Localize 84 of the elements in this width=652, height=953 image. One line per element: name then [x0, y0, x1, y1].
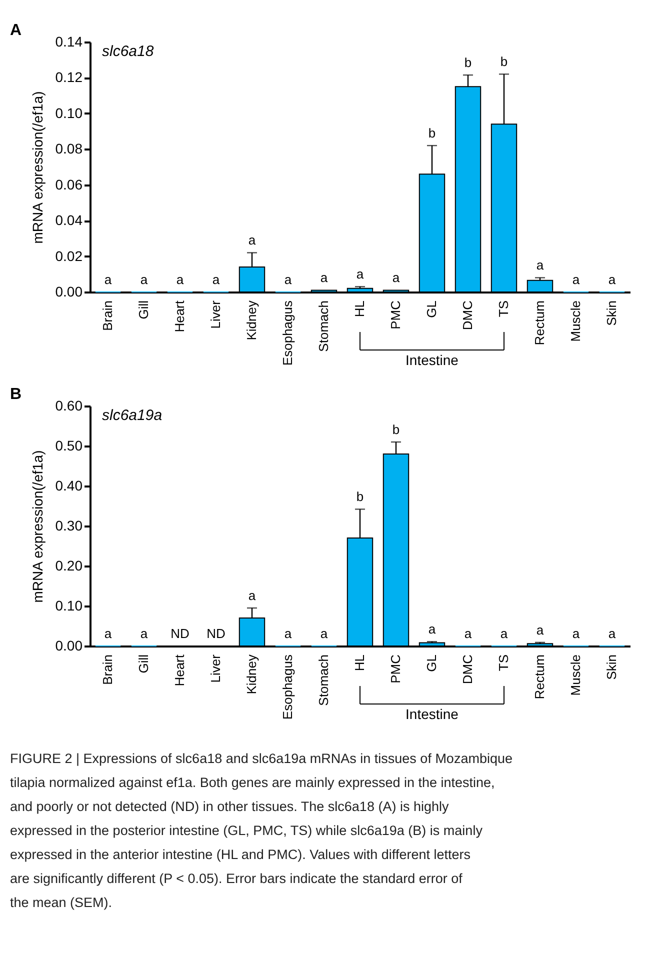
y-axis-title: mRNA expression(/ef1a) — [29, 450, 46, 603]
caption: FIGURE 2 | Expressions of slc6a18 and slc6a19a mRNAs in tissues of Mozambique tilapia normalized against ef1a. Both genes are mainly expressed in the intestine, and poorly or not detected (ND) in other tissues. The slc6a18 (A) is highly expressed in the posterior intestine (GL, PMC, TS) while slc6a19a (B) is mainly expressed in the anterior intestine (HL and PMC). Values with different letters are significantly different (P < 0.05). Error bars indicate the standard error of the mean (SEM). — [10, 751, 512, 910]
annotation: a — [284, 272, 292, 287]
y-tick-label: 0.04 — [55, 212, 83, 228]
annotation: b — [356, 489, 364, 504]
x-tick-label: Rectum — [532, 654, 547, 700]
annotation: a — [356, 266, 364, 282]
y-tick-label: 0.00 — [55, 638, 83, 654]
y-tick-label: 0.40 — [55, 478, 83, 494]
annotation: a — [284, 626, 292, 641]
annotation: a — [464, 626, 472, 641]
x-tick-label: Gill — [136, 654, 151, 674]
annotation: a — [140, 272, 148, 287]
x-tick-label: GL — [424, 300, 439, 318]
y-tick-label: 0.02 — [55, 248, 83, 264]
annotation: a — [176, 272, 184, 287]
annotation: a — [320, 626, 328, 641]
x-tick-label: Liver — [208, 300, 223, 329]
x-tick-label: Skin — [604, 300, 619, 326]
annotation: ND — [206, 626, 226, 641]
y-tick-label: 0.10 — [55, 598, 83, 614]
text: A — [10, 22, 22, 39]
x-tick-label: HL — [352, 654, 367, 672]
x-tick-label: Muscle — [568, 654, 583, 696]
x-tick-label: DMC — [460, 654, 475, 684]
text: Intestine — [406, 352, 459, 368]
x-tick-label: DMC — [460, 300, 475, 330]
y-tick-label: 0.50 — [55, 438, 83, 454]
x-tick-label: GL — [424, 654, 439, 672]
annotation: a — [608, 272, 616, 287]
x-tick-label: Heart — [172, 654, 187, 686]
y-tick-label: 0.00 — [55, 284, 83, 300]
x-tick-label: Muscle — [568, 300, 583, 342]
annotation: a — [140, 626, 148, 641]
x-tick-label: PMC — [388, 300, 403, 330]
y-tick-label: 0.20 — [55, 558, 83, 574]
annotation: a — [572, 272, 580, 287]
y-tick-label: 0.12 — [55, 69, 83, 86]
x-tick-label: Rectum — [532, 300, 547, 346]
y-tick-label: 0.10 — [55, 104, 83, 121]
x-tick-label: Esophagus — [280, 654, 295, 720]
x-tick-label: TS — [496, 654, 511, 672]
x-tick-label: HL — [352, 300, 367, 318]
y-tick-label: 0.60 — [55, 398, 83, 414]
x-tick-label: TS — [496, 300, 511, 318]
annotation: a — [392, 270, 400, 286]
x-tick-label: Brain — [100, 300, 115, 331]
annotation: a — [104, 626, 112, 641]
y-axis-title: mRNA expression(/ef1a) — [29, 91, 46, 244]
x-tick-label: Stomach — [316, 300, 331, 352]
y-tick-label: 0.08 — [55, 140, 83, 157]
annotation: a — [500, 626, 508, 641]
x-tick-label: Stomach — [316, 654, 331, 706]
x-tick-label: Liver — [208, 654, 223, 683]
chart-title: slc6a18 — [102, 43, 154, 60]
annotation: b — [428, 126, 436, 141]
y-tick-label: 0.30 — [55, 518, 83, 534]
x-tick-label: PMC — [388, 654, 403, 684]
annotation: a — [608, 626, 616, 641]
x-tick-label: Kidney — [244, 300, 259, 340]
text: Intestine — [406, 706, 459, 722]
annotation: a — [428, 622, 436, 637]
annotation: b — [392, 422, 400, 437]
y-tick-label: 0.06 — [55, 176, 83, 192]
annotation: a — [320, 270, 328, 286]
x-tick-label: Esophagus — [280, 300, 295, 366]
annotation: ND — [170, 626, 190, 641]
annotation: a — [248, 588, 256, 603]
x-tick-label: Gill — [136, 300, 151, 320]
annotation: a — [212, 272, 220, 287]
x-tick-label: Heart — [172, 300, 187, 332]
x-tick-label: Brain — [100, 654, 115, 685]
text: B — [10, 386, 22, 403]
annotation: a — [536, 622, 544, 638]
y-tick-label: 0.14 — [55, 34, 83, 50]
annotation: a — [248, 232, 256, 248]
x-tick-label: Kidney — [244, 654, 259, 694]
annotation: b — [464, 55, 472, 70]
annotation: b — [500, 54, 508, 70]
annotation: a — [104, 272, 112, 287]
annotation: a — [536, 258, 544, 273]
chart-title: slc6a19a — [102, 407, 162, 424]
annotation: a — [572, 626, 580, 641]
x-tick-label: Skin — [604, 654, 619, 680]
